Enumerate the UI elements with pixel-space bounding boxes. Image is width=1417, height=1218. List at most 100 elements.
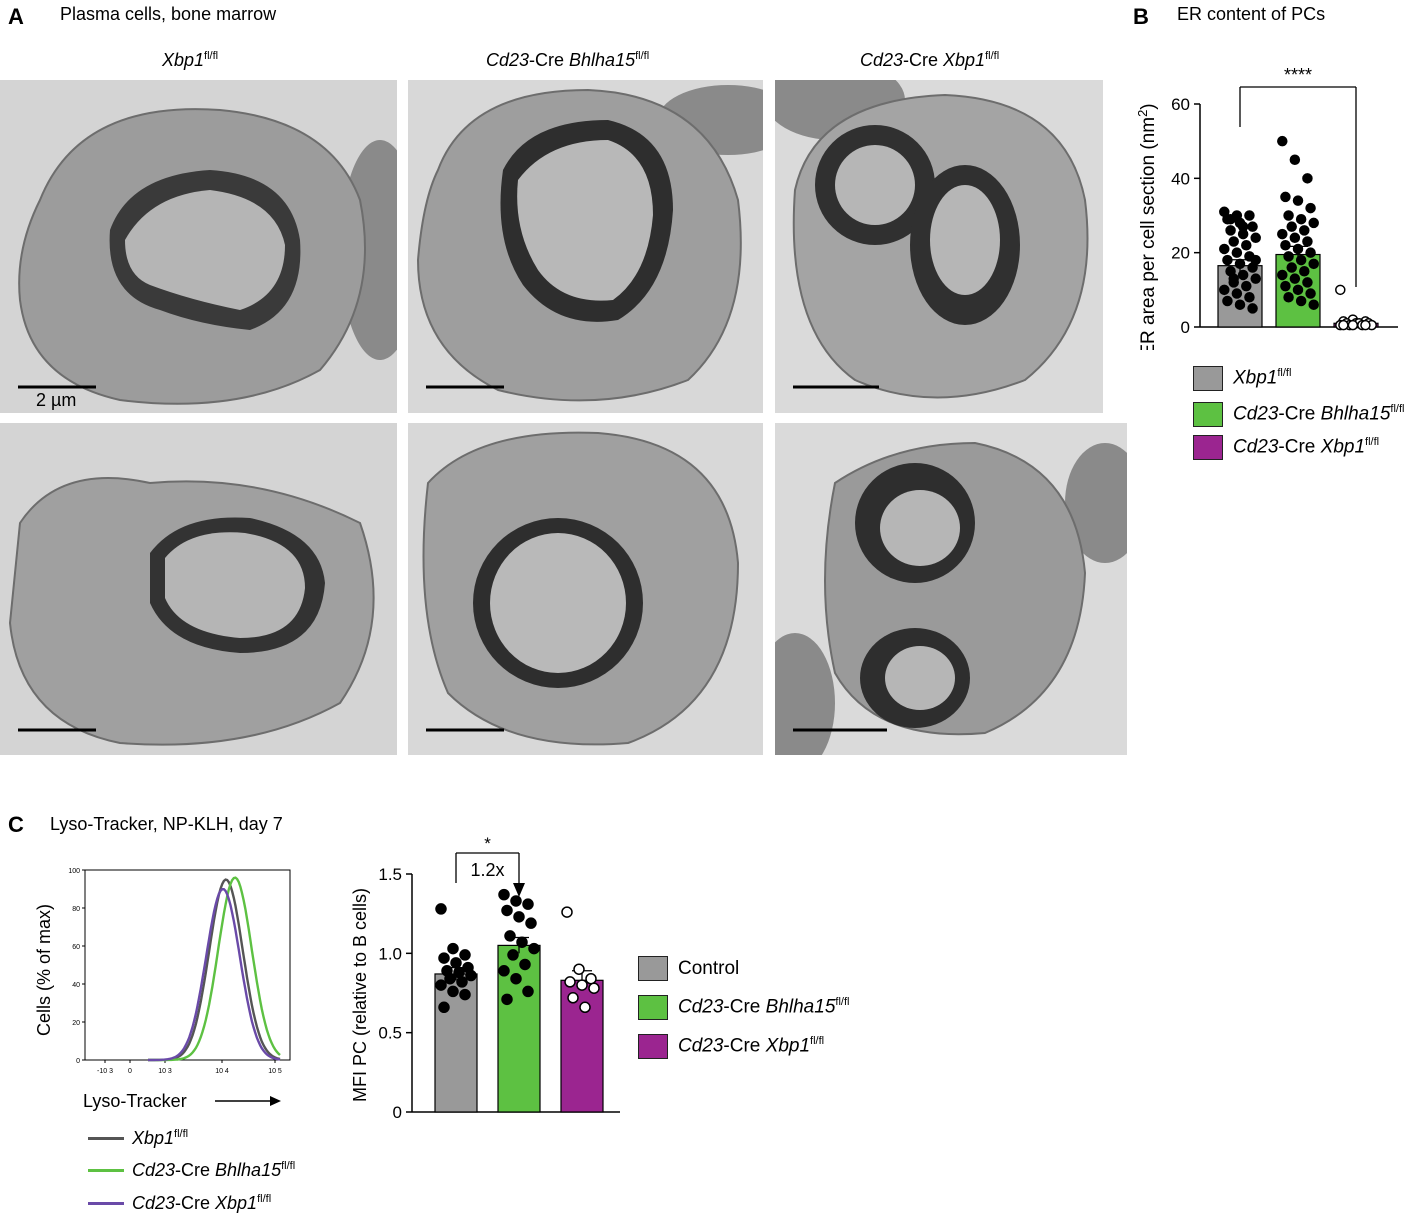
hist-legend-item-xbp1ko: Cd23-Cre Xbp1fl/fl <box>88 1193 271 1214</box>
data-point <box>522 985 534 998</box>
data-point <box>1241 280 1252 292</box>
data-point <box>573 963 585 975</box>
data-point <box>519 958 531 971</box>
y-tick-label: 60 <box>1171 95 1190 114</box>
data-point <box>1244 292 1255 303</box>
data-point <box>1250 232 1261 244</box>
data-point <box>1289 154 1301 165</box>
data-point <box>450 957 462 969</box>
y-tick-label: 0 <box>393 1103 402 1122</box>
data-point <box>1225 225 1236 236</box>
x-axis-arrow-head <box>270 1096 281 1106</box>
data-point <box>444 972 456 985</box>
data-point <box>1335 284 1346 296</box>
data-point <box>447 942 459 955</box>
chart-mfi-pc: 0 0.5 1.0 1.5 * 1.2x MFI PC (relative to B cel… <box>350 835 620 1122</box>
y-tick-label: 60 <box>72 944 80 951</box>
data-point <box>1299 225 1310 236</box>
data-point <box>510 972 522 985</box>
data-point <box>1250 254 1261 266</box>
legend-line <box>88 1137 124 1140</box>
data-point <box>498 965 510 977</box>
histogram-series-line <box>148 888 281 1062</box>
data-point <box>576 979 588 991</box>
legend-b-item-xbp1ko: Cd23-Cre Xbp1fl/fl <box>1193 435 1379 460</box>
data-point <box>456 976 468 988</box>
significance-label: **** <box>1284 65 1312 85</box>
data-point <box>1283 292 1294 303</box>
panel-letter-b: B <box>1133 4 1149 29</box>
data-point <box>459 988 471 1001</box>
data-point <box>510 895 522 907</box>
y-tick-label: 20 <box>1171 244 1190 263</box>
legend-label: Cd23-Cre Xbp1fl/fl <box>1233 436 1380 458</box>
data-point <box>447 985 459 998</box>
data-point <box>1360 319 1371 331</box>
y-tick-label: 100 <box>68 868 80 875</box>
data-point <box>465 969 477 982</box>
data-point <box>501 993 513 1006</box>
data-point <box>1308 258 1319 270</box>
data-point <box>1277 228 1288 240</box>
data-point <box>1219 284 1230 296</box>
y-tick-label: 1.5 <box>378 865 402 884</box>
scale-bar-label: 2 µm <box>36 390 77 410</box>
legend-label: Cd23-Cre Xbp1fl/fl <box>132 1193 272 1213</box>
data-point <box>1289 232 1301 244</box>
legend-label: Cd23-Cre Bhlha15fl/fl <box>678 996 850 1018</box>
data-point <box>498 888 510 901</box>
data-point <box>1234 258 1246 270</box>
data-point <box>1305 288 1316 299</box>
data-point <box>438 952 450 964</box>
histogram-lysotracker: 100 80 60 40 20 0 -10 3 0 10 3 10 4 10 5 Cells (% o… <box>34 868 291 1111</box>
x-tick-label: 0 <box>128 1068 132 1075</box>
column-title-cd23-bhlha15: Cd23-Cre Bhlha15fl/fl <box>486 50 650 70</box>
em-image-control-top <box>0 80 397 413</box>
em-image-xbp1ko-bottom <box>775 423 1127 755</box>
panel-c-title: Lyso-Tracker, NP-KLH, day 7 <box>50 814 283 834</box>
em-image-bhlha15-bottom <box>408 423 763 755</box>
panel-letter-a: A <box>8 4 24 29</box>
data-point <box>528 942 540 955</box>
legend-label: Xbp1fl/fl <box>132 1128 189 1148</box>
data-point <box>1295 295 1307 307</box>
data-point <box>1247 303 1258 314</box>
legend-label: Cd23-Cre Bhlha15fl/fl <box>132 1160 296 1180</box>
panel-letter-c: C <box>8 812 24 837</box>
panel-b-title: ER content of PCs <box>1177 4 1326 24</box>
data-point <box>1241 239 1252 251</box>
data-point <box>1247 221 1258 232</box>
x-tick-label: -10 3 <box>97 1068 113 1075</box>
legend-line <box>88 1202 124 1205</box>
data-point <box>1237 221 1249 232</box>
x-axis-label: Lyso-Tracker <box>83 1091 187 1111</box>
data-point <box>459 949 471 961</box>
hist-legend-item-control: Xbp1fl/fl <box>88 1128 188 1149</box>
data-point <box>1292 195 1304 206</box>
y-axis-label: Cells (% of max) <box>34 904 54 1036</box>
legend-line <box>88 1169 124 1172</box>
legend-b-item-bhlha15: Cd23-Cre Bhlha15fl/fl <box>1193 402 1404 427</box>
data-point <box>1280 191 1291 203</box>
legend-swatch <box>1193 366 1223 391</box>
legend-label: Cd23-Cre Xbp1fl/fl <box>678 1035 825 1057</box>
data-point <box>1286 262 1297 273</box>
data-point <box>438 1001 450 1014</box>
legend-label: Cd23-Cre Bhlha15fl/fl <box>1233 403 1405 425</box>
y-tick-label: 0 <box>1181 318 1190 337</box>
fold-change-label: 1.2x <box>470 860 504 880</box>
data-point <box>1305 202 1316 214</box>
data-point <box>1286 221 1297 232</box>
significance-label: * <box>484 835 491 853</box>
em-image-control-bottom <box>0 423 397 755</box>
chart-er-content: 0 20 40 60 **** ER area per cell section (nm2… <box>1135 65 1398 350</box>
data-point <box>1277 269 1288 281</box>
significance-arrow-head <box>513 883 525 897</box>
hist-legend-item-bhlha15: Cd23-Cre Bhlha15fl/fl <box>88 1160 295 1181</box>
em-image-bhlha15-top <box>408 80 763 413</box>
data-point <box>513 911 525 923</box>
histogram-frame <box>84 869 291 1061</box>
data-point <box>1302 173 1313 184</box>
data-point <box>453 966 465 979</box>
y-tick-label: 40 <box>1171 169 1190 188</box>
